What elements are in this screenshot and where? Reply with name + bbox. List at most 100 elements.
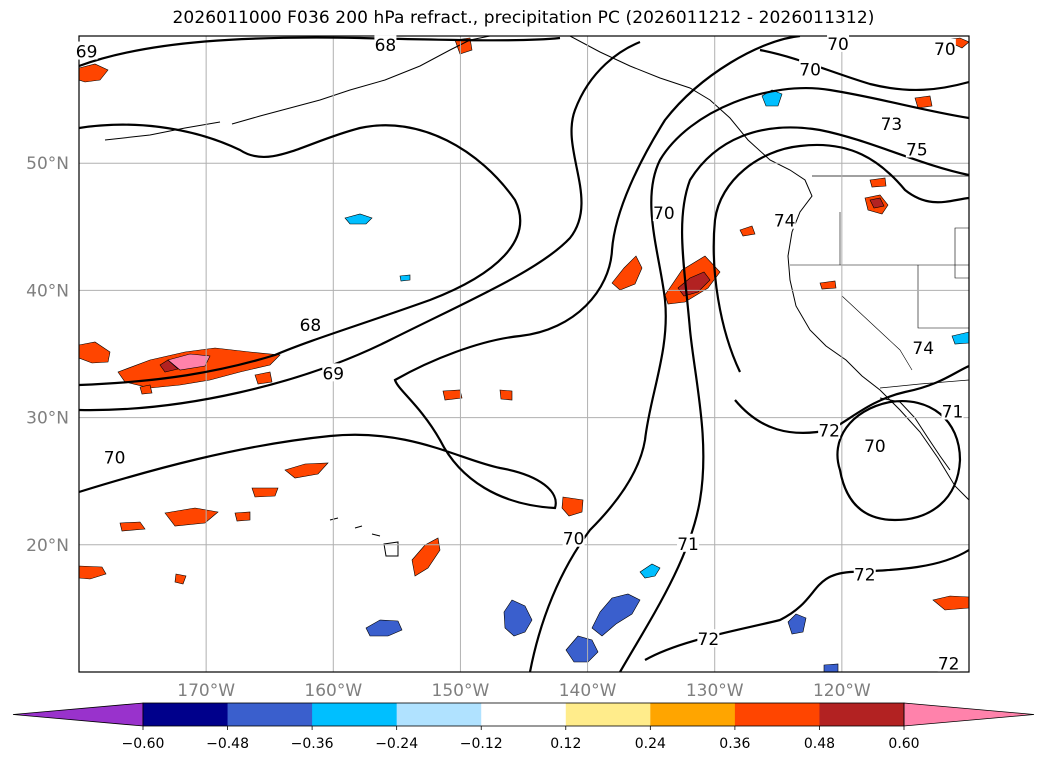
colorbar-tick-label: 0.24 (635, 736, 666, 752)
hawaii-islands (329, 517, 399, 557)
precip-patch (139, 384, 153, 395)
contour-label: 70 (103, 447, 126, 468)
lat-tick-label: 30°N (26, 409, 69, 429)
contour-label-text: 73 (881, 115, 903, 135)
contour-label: 71 (677, 533, 700, 555)
colorbar-labels: −0.60 −0.48 −0.36 −0.24 −0.12 0.12 0.24 0.36 0.4… (122, 726, 920, 752)
precip-patch (284, 462, 329, 479)
baja-coast (879, 397, 951, 471)
contour-label: 70 (933, 38, 956, 60)
colorbar-tick-label: −0.24 (375, 736, 418, 752)
lon-tick-label: 120°W (813, 681, 871, 701)
contour-label: 70 (799, 59, 822, 80)
contour-label-text: 70 (563, 530, 585, 550)
colorbar-tick-label: −0.48 (206, 736, 249, 752)
contour-label-text: 70 (864, 437, 886, 457)
precip-patch (561, 496, 584, 517)
contour-label-text: 70 (827, 35, 849, 55)
map-frame (78, 35, 970, 673)
contour-label-text: 69 (322, 364, 344, 384)
colorbar-segment (481, 703, 567, 726)
precip-patch (503, 599, 533, 637)
latitude-labels: 50°N 40°N 30°N 20°N (26, 154, 69, 556)
contour-label-bg (937, 653, 960, 672)
colorbar-segment (143, 703, 229, 726)
precip-patch (591, 593, 641, 637)
contour-line (759, 48, 969, 91)
lat-tick-label: 20°N (26, 536, 69, 556)
chart-title: 2026011000 F036 200 hPa refract., precip… (172, 8, 875, 28)
lon-tick-label: 160°W (304, 681, 362, 701)
colorbar-segment (565, 703, 651, 726)
contour-label-bg (941, 401, 964, 420)
colorbar-segment (650, 703, 736, 726)
contour-line (836, 399, 962, 522)
lon-tick-label: 170°W (177, 681, 235, 701)
colorbar-segment (819, 703, 905, 726)
colorbar-segment (396, 703, 482, 726)
contour-line (79, 123, 522, 387)
colorbar-tick-label: −0.36 (291, 736, 334, 752)
colorbar (12, 702, 1035, 727)
precip-patch (932, 595, 969, 611)
contour-label-text: 74 (912, 339, 934, 359)
precip-patch (411, 537, 441, 577)
colorbar-tick-label: −0.12 (460, 736, 503, 752)
lon-tick-label: 140°W (559, 681, 617, 701)
contour-label-bg (299, 315, 322, 334)
precip-patch (159, 359, 179, 373)
contour-label: 74 (773, 210, 796, 232)
contour-label-text: 71 (677, 535, 699, 555)
precip-negative-patches (344, 89, 969, 672)
contour-label-text: 71 (942, 403, 964, 423)
contour-label: 70 (863, 435, 886, 457)
contour-label: 70 (827, 33, 850, 55)
precip-patch (819, 280, 837, 290)
precip-patch (251, 487, 279, 498)
contour-label-text: 69 (76, 43, 98, 63)
contour-line (712, 143, 969, 373)
state-border (954, 227, 969, 279)
colorbar-frame (142, 702, 905, 727)
precip-patch (914, 95, 933, 109)
contour-line (79, 36, 801, 510)
precip-patch (869, 177, 887, 188)
state-border (917, 265, 969, 329)
precip-patch (117, 347, 281, 389)
contour-label-bg (799, 59, 822, 78)
contour-label-text: 72 (698, 630, 720, 650)
gridlines (79, 36, 969, 672)
precip-patch (119, 521, 146, 532)
contour-label: 75 (905, 139, 928, 160)
contour-label-text: 72 (818, 422, 840, 442)
contour-line (619, 126, 969, 672)
contour-label-text: 70 (799, 60, 821, 80)
contour-label: 69 (322, 363, 345, 384)
colorbar-extend-left (12, 702, 144, 727)
contour-label-bg (322, 363, 345, 382)
precip-patch (234, 511, 251, 522)
colorbar-extend-right (903, 702, 1035, 727)
contour-label: 70 (652, 203, 675, 224)
us-mexico-border (879, 379, 969, 389)
contour-label-bg (853, 564, 876, 583)
contour-label: 73 (880, 114, 903, 135)
map-plot-area (79, 36, 969, 672)
precip-patch (639, 563, 661, 579)
contour-label-bg (562, 528, 585, 547)
contour-label: 72 (853, 564, 876, 585)
precip-patch (79, 565, 107, 580)
colorbar-tick-label: 0.36 (719, 736, 750, 752)
contour-line (79, 36, 561, 68)
contour-label-text: 68 (375, 36, 397, 56)
precip-patch (499, 389, 513, 401)
colorbar-tick-label: −0.60 (122, 736, 165, 752)
contour-label-bg (912, 337, 935, 356)
precip-patch (254, 371, 273, 385)
contour-line (644, 549, 969, 661)
precip-patch (565, 635, 599, 663)
contour-label-bg (103, 447, 126, 466)
contour-label-bg (863, 435, 886, 454)
refractivity-contours (79, 36, 969, 672)
